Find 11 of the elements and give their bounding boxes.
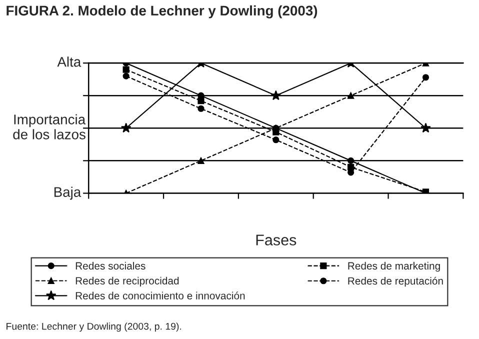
legend-label: Redes de reciprocidad xyxy=(76,276,179,287)
legend-label: Redes de reputación xyxy=(348,276,443,287)
text: Baja xyxy=(54,186,82,200)
source-note: Fuente: Lechner y Dowling (2003, p. 19). xyxy=(6,322,182,332)
legend-label: Redes de marketing xyxy=(348,262,440,272)
text: Alta xyxy=(57,56,82,67)
legend-label: Redes de conocimiento e innovación xyxy=(76,292,245,300)
x-axis-title: Fases xyxy=(256,234,296,246)
chart-title: FIGURA 2. Modelo de Lechner y Dowling (2003) xyxy=(6,5,318,18)
legend-label: Redes sociales xyxy=(76,262,146,270)
y-axis-title: Importancia de los lazos xyxy=(13,114,86,140)
